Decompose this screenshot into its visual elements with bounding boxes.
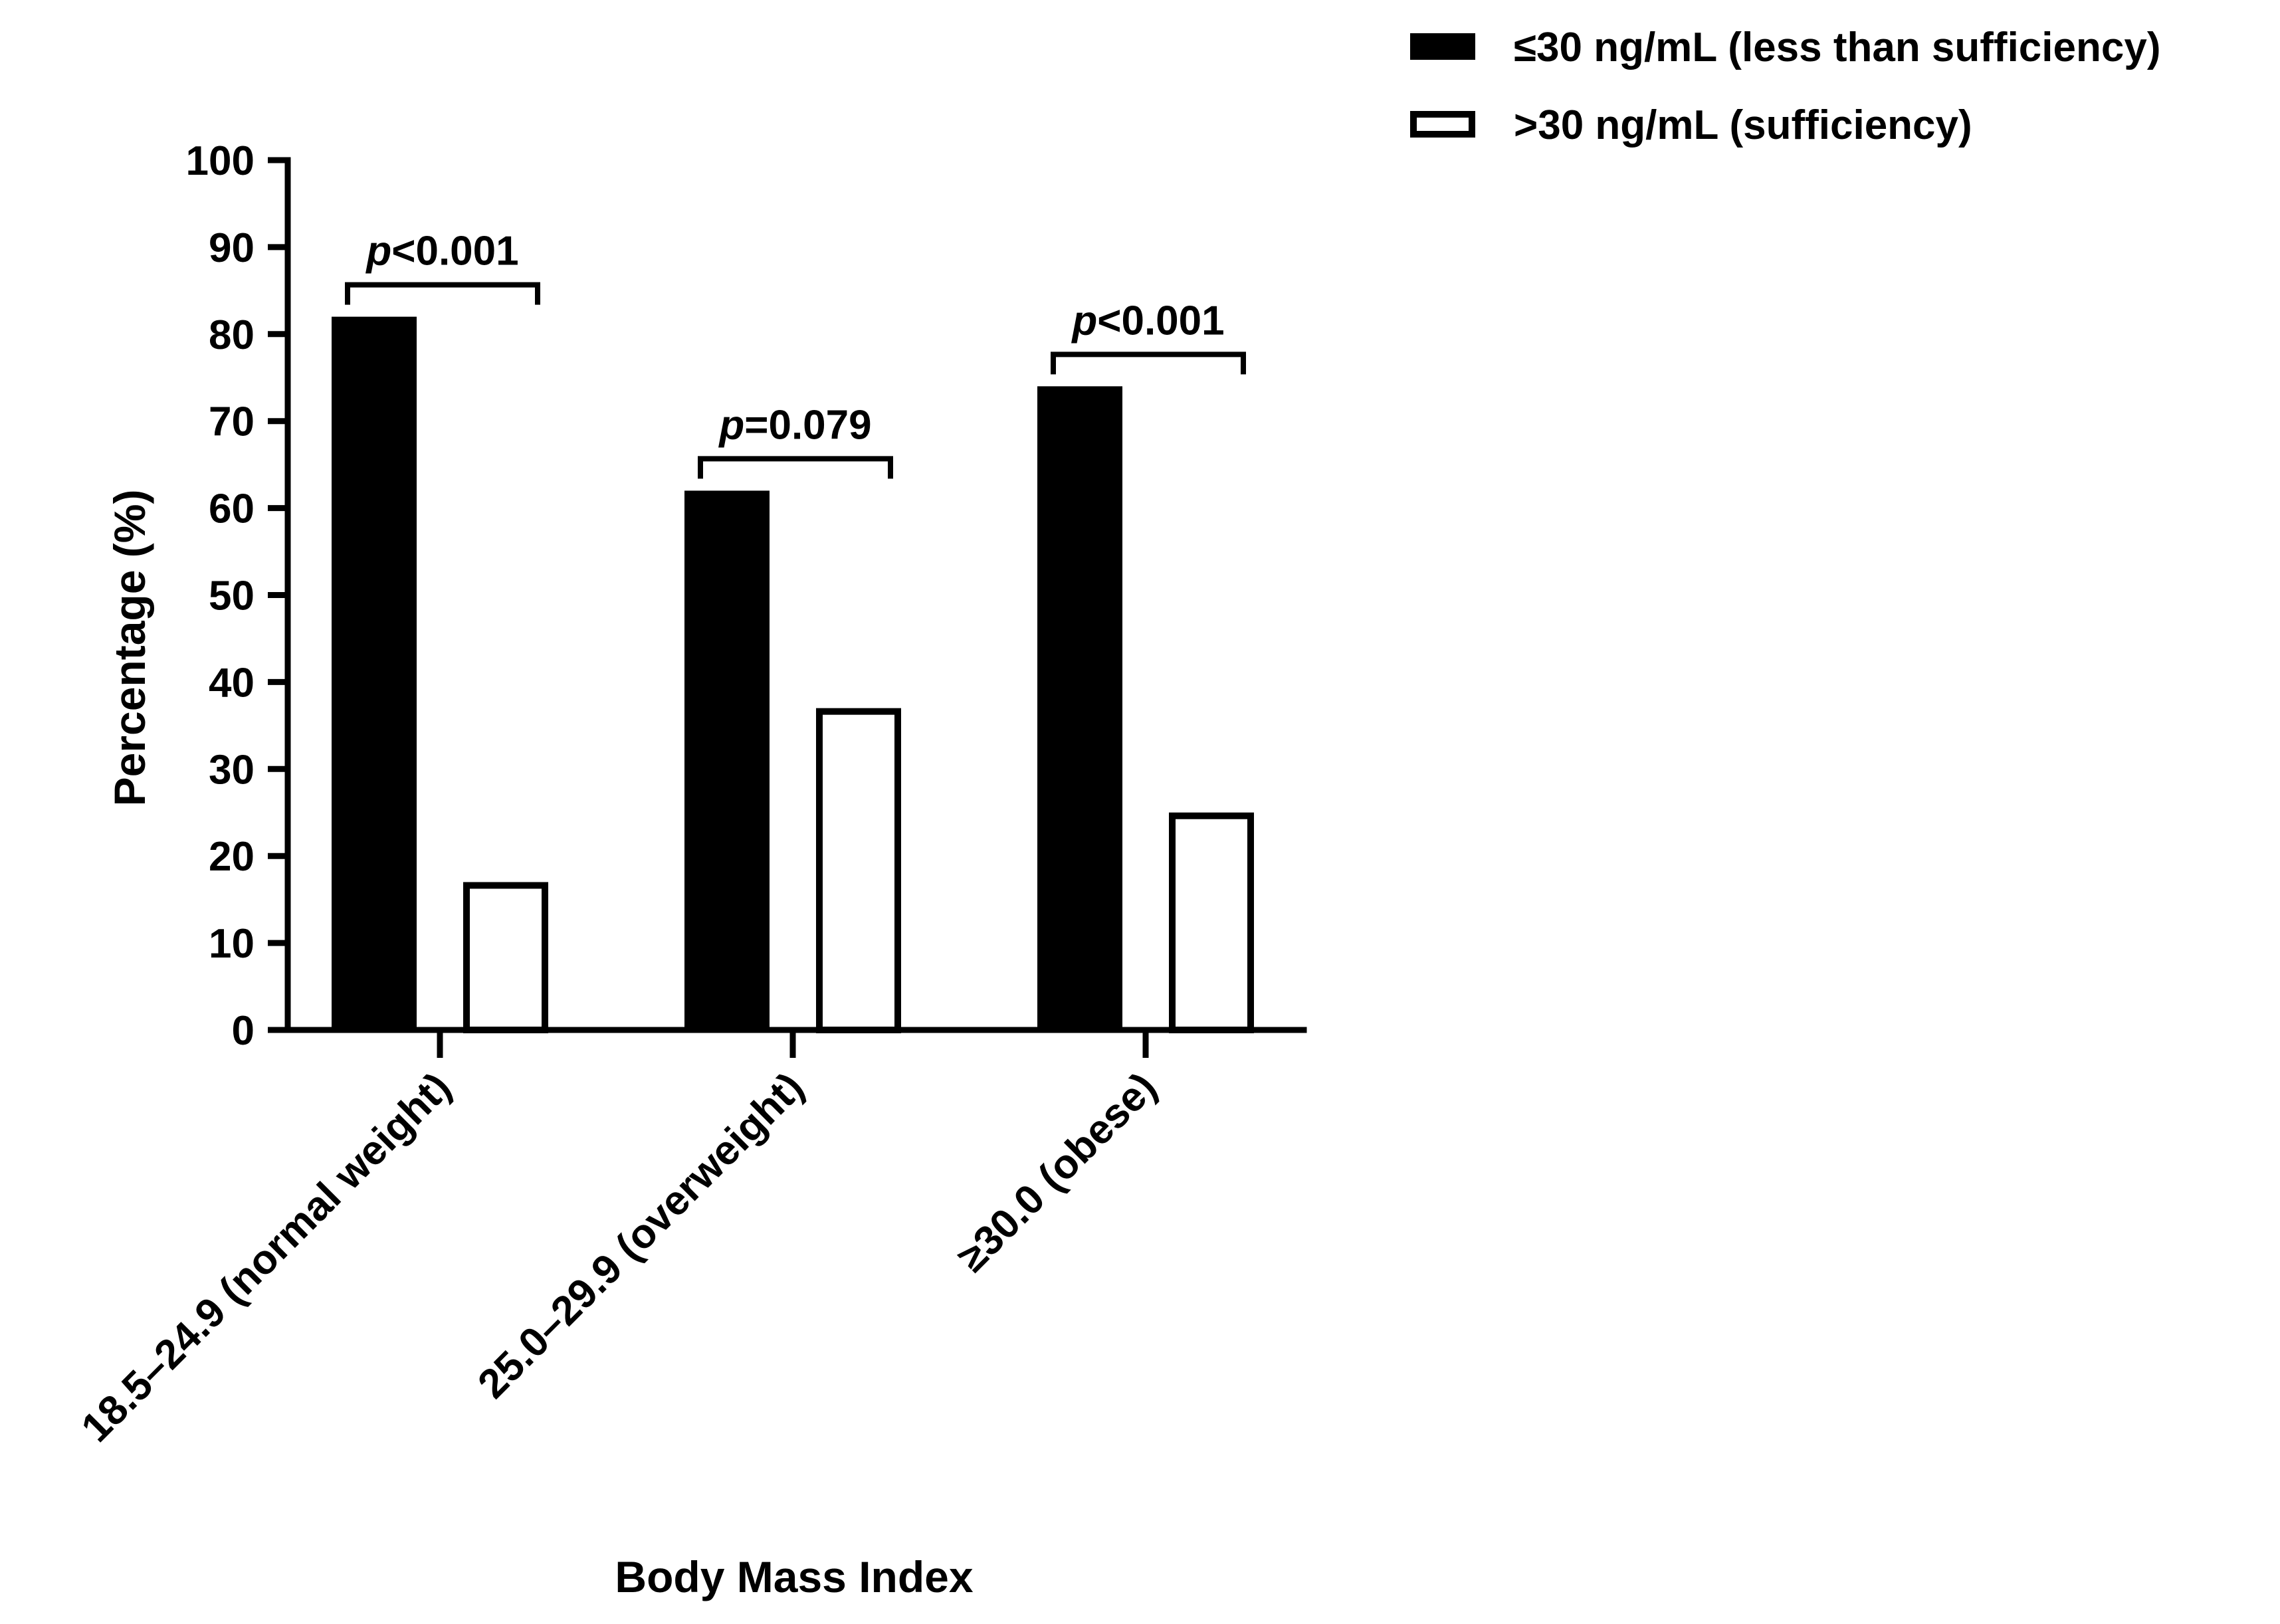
significance-bracket	[345, 282, 540, 305]
legend-swatch-0	[1410, 33, 1475, 60]
x-axis-title: Body Mass Index	[615, 1552, 973, 1601]
bars	[332, 316, 1254, 1034]
bar-sufficient-2	[1169, 812, 1254, 1033]
x-tick-label: 25.0–29.9 (overweight)	[469, 1064, 813, 1407]
bar-insufficient-2	[1037, 386, 1122, 1030]
y-tick-label: 10	[209, 921, 255, 967]
bar-insufficient-1	[684, 490, 770, 1030]
legend-swatch-1	[1410, 111, 1475, 138]
y-tick-label: 60	[209, 486, 255, 532]
y-tick-label: 20	[209, 834, 255, 880]
x-tick-label: 18.5–24.9 (normal weight)	[73, 1064, 460, 1451]
significance-bracket	[698, 456, 893, 479]
significance-bracket	[1051, 352, 1246, 375]
y-axis-title: Percentage (%)	[105, 490, 154, 807]
bar-sufficient-1	[816, 708, 901, 1034]
y-tick-label: 90	[209, 225, 255, 271]
legend: ≤30 ng/mL (less than sufficiency) >30 ng/…	[1410, 25, 2160, 148]
y-tick-label: 100	[186, 138, 255, 184]
legend-label-0: ≤30 ng/mL (less than sufficiency)	[1514, 25, 2160, 70]
y-tick-label: 50	[209, 573, 255, 619]
y-tick-label: 30	[209, 747, 255, 793]
x-axis: 18.5–24.9 (normal weight) 25.0–29.9 (over…	[73, 1027, 1307, 1451]
bar-sufficient-0	[463, 882, 548, 1033]
y-axis: 0 10 20 30 40 50 60 70 80 90 100	[186, 138, 291, 1054]
y-tick-label: 70	[209, 399, 255, 445]
p-value-label: p<0.001	[365, 229, 518, 274]
bar-insufficient-0	[332, 316, 417, 1030]
significance-annotations: p<0.001 p=0.079 p<0.001	[345, 229, 1246, 479]
y-tick-label: 40	[209, 660, 255, 706]
p-value-label: p=0.079	[718, 402, 871, 448]
y-tick-label: 80	[209, 312, 255, 358]
x-tick-label: ≥30.0 (obese)	[949, 1064, 1166, 1280]
p-value-label: p<0.001	[1071, 298, 1224, 344]
legend-label-1: >30 ng/mL (sufficiency)	[1514, 102, 1972, 148]
y-tick-label: 0	[232, 1008, 255, 1054]
